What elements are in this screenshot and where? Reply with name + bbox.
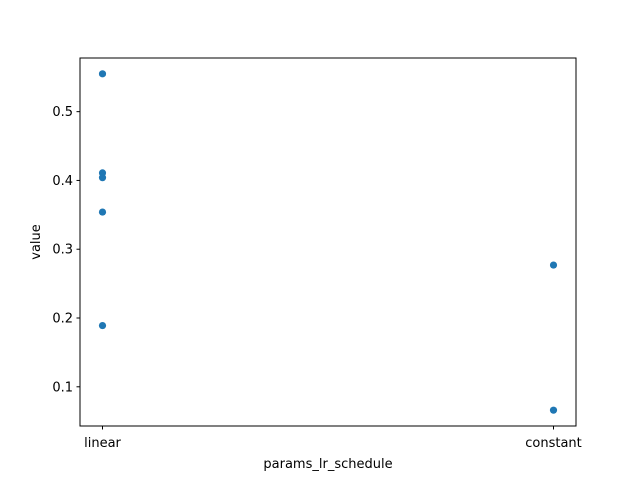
axes-frame [79,57,577,427]
x-axis-label: params_lr_schedule [263,457,392,472]
y-tick-label: 0.4 [52,174,73,189]
y-tick-label: 0.2 [52,312,73,327]
data-point [98,174,107,182]
plot-area [98,70,558,414]
data-point [549,261,558,269]
x-axis: linear constant [84,426,582,451]
y-axis-label: value [29,224,44,260]
y-tick-label: 0.1 [52,380,73,395]
data-point [98,208,107,216]
data-point [98,70,107,78]
x-tick-label: constant [525,436,582,451]
data-point [549,406,558,414]
y-tick-label: 0.5 [52,105,73,120]
y-tick-label: 0.3 [52,243,73,258]
y-axis: 0.1 0.2 0.3 0.4 0.5 [52,105,80,395]
data-point [98,321,107,330]
x-tick-label: linear [84,436,121,451]
